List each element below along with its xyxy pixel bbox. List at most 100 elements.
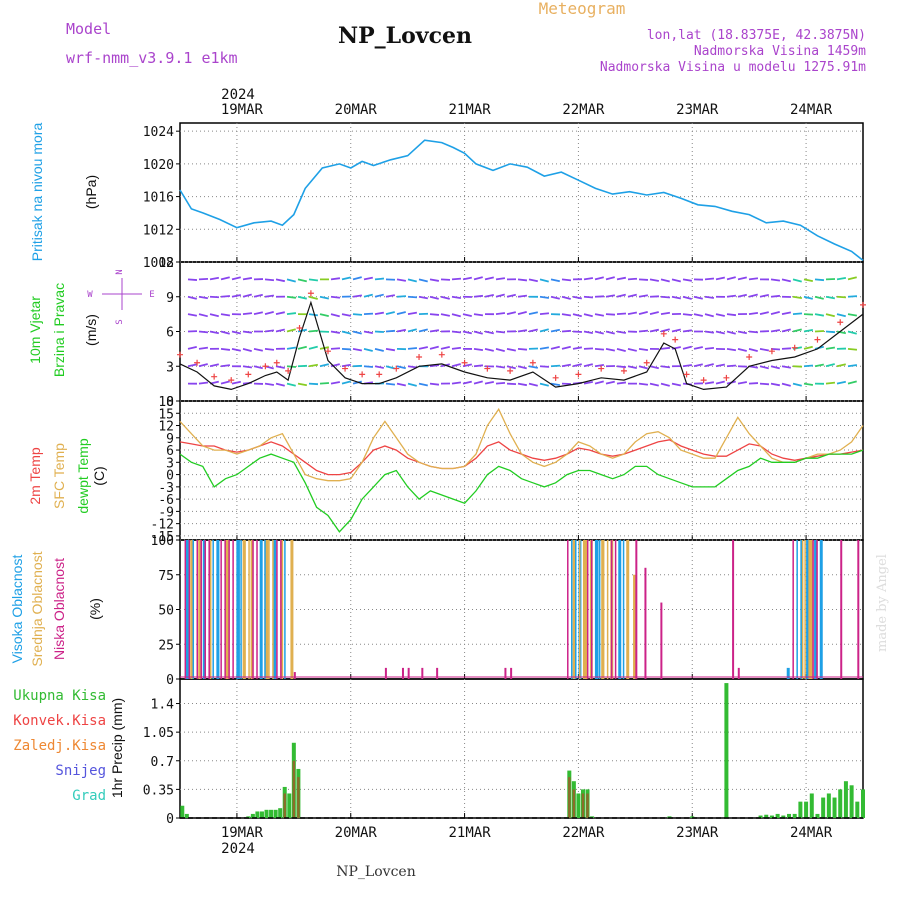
total-rain-bar <box>798 801 803 818</box>
wind-barb <box>583 313 593 318</box>
cloud-fill-bar <box>232 540 234 679</box>
wind-barb <box>330 313 340 318</box>
gust-marker <box>683 371 690 378</box>
wind-barb <box>495 381 506 385</box>
wind-barb <box>638 382 649 386</box>
wind-barb <box>297 278 307 283</box>
wind-barb <box>671 278 681 283</box>
wind-barb <box>440 278 451 281</box>
high-cloud-bar <box>185 540 189 679</box>
total-rain-bar <box>849 785 854 818</box>
model-elevation-text: Nadmorska Visina u modelu 1275.91m <box>600 60 866 75</box>
wind-barb <box>264 311 274 315</box>
wind-barb <box>517 311 527 315</box>
wind-barb <box>429 364 440 368</box>
y-tick-label: 0.35 <box>143 783 174 798</box>
wind-barb <box>781 311 792 316</box>
top-day-labels: 19MAR 20MAR 21MAR 22MAR 23MAR 24MAR <box>221 102 833 118</box>
wind-barb <box>528 311 538 316</box>
cloud-fill-bar <box>575 540 577 679</box>
y-tick-label: 12 <box>158 420 174 435</box>
wind-barb <box>462 380 472 385</box>
cloud-fill-bar <box>808 540 810 679</box>
wind-barb <box>726 276 736 281</box>
cloud-fill-bar <box>622 540 625 679</box>
wind-barb <box>396 311 406 315</box>
wind-barb <box>737 293 747 298</box>
cloud-fill-bar <box>582 540 585 679</box>
mid-cloud-bar <box>633 574 637 679</box>
wind-barb <box>264 347 275 351</box>
wind-barb <box>781 365 792 369</box>
wind-barb <box>748 330 759 334</box>
gust-marker <box>245 371 252 378</box>
wind-barb <box>429 345 439 350</box>
total-rain-bar <box>769 815 774 818</box>
model-value: wrf-nmm_v3.9.1 e1km <box>66 49 238 67</box>
wind-barb <box>594 363 605 368</box>
wind-barb <box>649 365 659 370</box>
wind-barb <box>319 363 329 368</box>
wind-barb <box>847 276 857 281</box>
wind-barb <box>286 278 296 283</box>
total-rain-bar <box>809 793 814 818</box>
gust-marker <box>768 348 775 355</box>
panel-frame <box>179 678 864 819</box>
wind-barb <box>495 293 505 298</box>
total-rain-bar <box>250 813 255 818</box>
mid-cloud-bar <box>809 540 813 679</box>
wind-barb <box>528 278 538 283</box>
mid-cloud-bar <box>265 540 269 679</box>
wind-barb <box>286 346 297 350</box>
gust-marker <box>416 353 423 360</box>
wind-barb <box>671 382 681 387</box>
low-cloud-bar <box>857 540 860 679</box>
total-rain-bar <box>781 815 786 818</box>
temp-2m-line <box>179 439 864 476</box>
cloud-fill-bar <box>602 540 605 679</box>
wind-barb <box>660 365 671 369</box>
wind-barb <box>660 328 670 333</box>
wind-barb <box>264 329 275 333</box>
cloud-fill-bar <box>571 540 573 679</box>
convective-rain-bar <box>581 793 585 818</box>
wind-barb <box>539 328 549 333</box>
wind-barb <box>275 328 285 333</box>
wind-barb <box>583 277 594 281</box>
wind-barb <box>649 311 659 316</box>
y-tick-label: 6 <box>166 444 174 459</box>
wind-barb <box>550 345 560 350</box>
wind-barb <box>396 328 407 333</box>
gust-marker <box>529 359 536 366</box>
wind-barb <box>451 381 462 385</box>
high-cloud-bar <box>806 540 810 679</box>
wind-barb <box>440 313 451 317</box>
wind-barb <box>759 365 769 370</box>
wind-barb <box>308 345 318 350</box>
wind-barb <box>682 345 692 350</box>
cloud-fill-bar <box>272 540 274 679</box>
wind-barb <box>308 329 319 333</box>
wind-unit: (m/s) <box>83 314 99 346</box>
total-rain-bar <box>775 813 780 818</box>
wind-barb <box>319 382 330 385</box>
y-tick-label: 1016 <box>143 191 174 206</box>
wind-barb <box>726 364 737 368</box>
wind-barb <box>187 278 198 281</box>
pressure-line <box>179 139 864 262</box>
cloud-fill-bar <box>800 540 802 679</box>
wind-barb <box>209 313 219 318</box>
wind-barb <box>550 382 561 386</box>
y-tick-label: 25 <box>158 638 174 653</box>
wind-barb <box>792 382 802 387</box>
gust-marker <box>177 351 183 358</box>
panel-pressure: 1008 1012 1016 1020 1024 <box>143 122 864 271</box>
wind-barb <box>561 329 572 333</box>
convective-rain-bar <box>572 789 576 818</box>
precip-legend-item: Konvek.Kisa <box>13 713 106 729</box>
wind-barb <box>231 347 241 352</box>
wind-barb <box>825 313 835 318</box>
wind-barb <box>385 329 396 333</box>
gust-marker <box>552 374 559 381</box>
bottom-day-label: 21MAR <box>449 825 492 841</box>
